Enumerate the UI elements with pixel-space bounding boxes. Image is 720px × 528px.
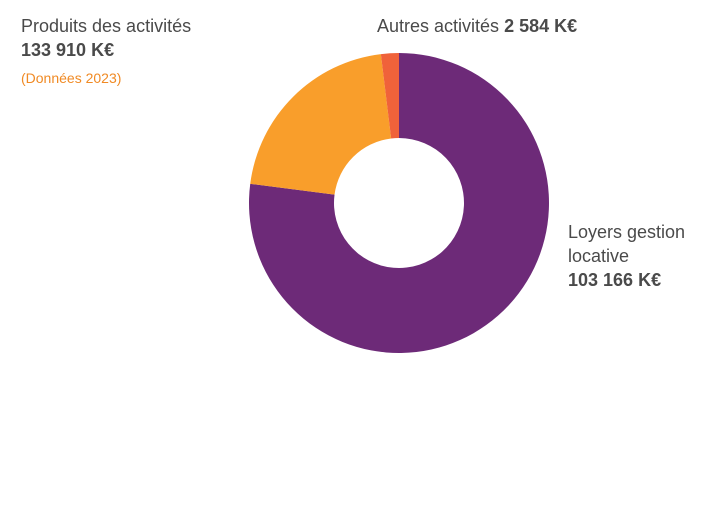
slice-label-loyers-gestion-locative: Loyers gestion locative 103 166 K€ xyxy=(568,220,718,292)
donut-slice-loyers xyxy=(248,53,549,353)
slice-label-loyers-name: Loyers gestion locative xyxy=(568,222,686,266)
donut-slice-autres xyxy=(380,53,399,139)
slice-label-loyers-value: 103 166 K€ xyxy=(568,270,662,290)
slice-label-autres-value: 2 584 K€ xyxy=(504,16,578,36)
slice-label-autres-name: Autres activités xyxy=(377,16,500,36)
donut-slice-activite-2 xyxy=(250,54,392,195)
chart-total-value: 133 910 K€ xyxy=(21,40,115,60)
chart-title-block: Produits des activités 133 910 K€ (Donné… xyxy=(21,14,191,88)
slice-label-autres-activites: Autres activités 2 584 K€ xyxy=(377,14,577,38)
data-year-note: (Données 2023) xyxy=(21,70,122,86)
chart-title: Produits des activités xyxy=(21,16,192,36)
